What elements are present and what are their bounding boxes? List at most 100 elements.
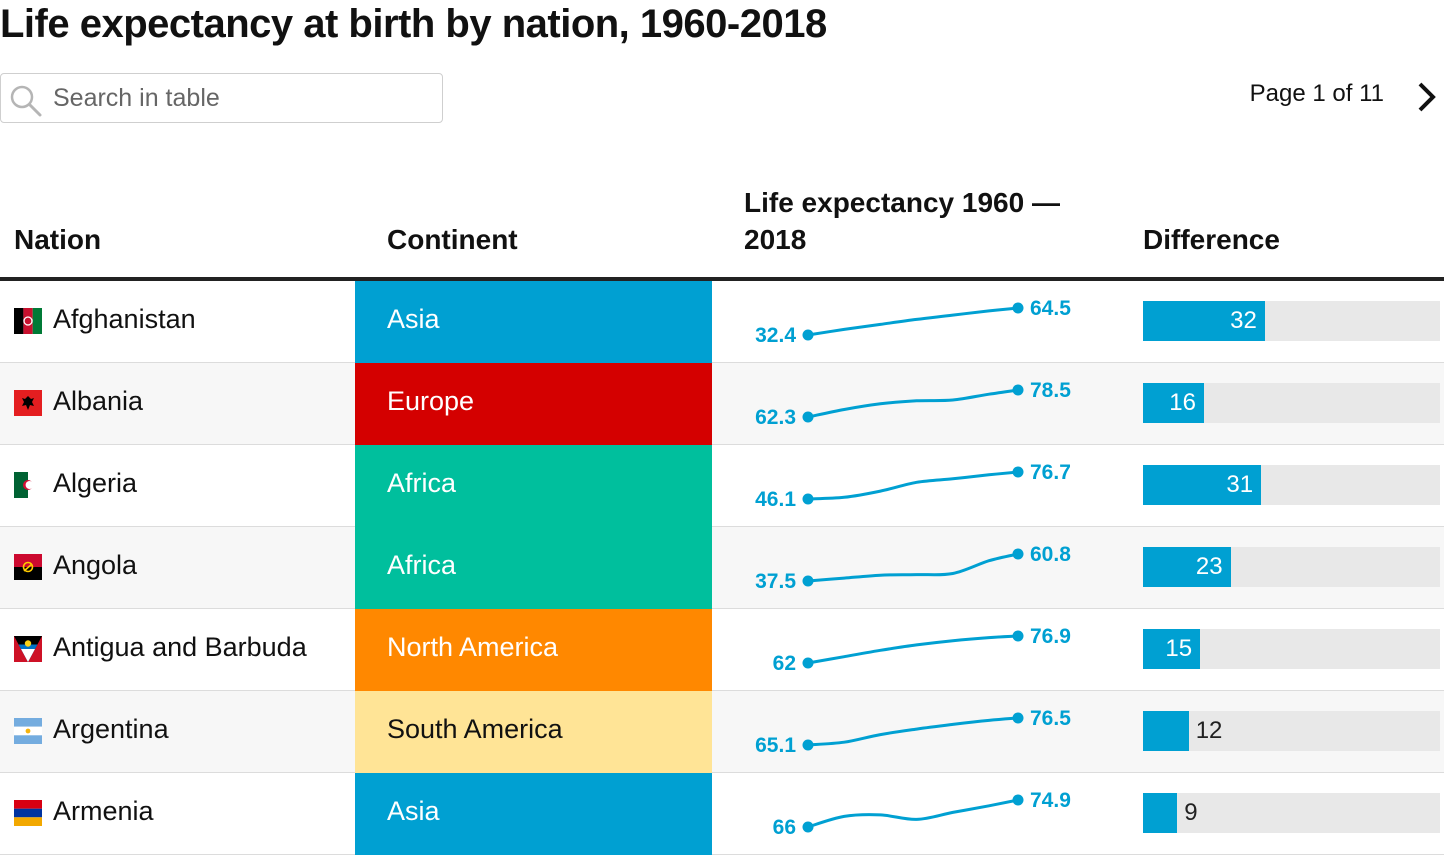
difference-bar-track: 9 (1143, 793, 1440, 833)
sparkline: 65.1 76.5 (755, 707, 1071, 757)
pagination: Page 1 of 11 (1144, 74, 1444, 118)
nation-name: Antigua and Barbuda (53, 632, 307, 662)
difference-bar (1143, 711, 1189, 751)
continent-label: Africa (387, 550, 457, 580)
difference-label: 16 (1169, 389, 1196, 416)
difference-bar (1143, 301, 1265, 341)
table-row: Afghanistan Asia 32.4 64.5 32 (0, 281, 1444, 363)
page-title: Life expectancy at birth by nation, 1960… (0, 2, 827, 46)
difference-bar (1143, 629, 1201, 669)
flag-icon (14, 636, 42, 662)
sparkline-end-point (1012, 302, 1024, 314)
flag-icon (14, 472, 42, 498)
sparkline-start-label: 62.3 (755, 406, 796, 429)
nation-name: Afghanistan (53, 304, 196, 334)
difference-label: 9 (1184, 799, 1198, 826)
sparkline-series (806, 306, 1020, 337)
sparkline-start-label: 32.4 (755, 324, 796, 347)
page-indicator: Page 1 of 11 (1249, 80, 1384, 107)
sparkline-end-point (1012, 466, 1024, 478)
table-row: Angola Africa 37.5 60.8 23 (0, 527, 1444, 609)
continent-label: South America (387, 714, 563, 744)
sparkline: 46.1 76.7 (755, 461, 1071, 511)
sparkline-end-label: 64.5 (1030, 297, 1071, 320)
sparkline-start-point (802, 329, 814, 341)
sparkline-series (806, 470, 1020, 501)
continent-cell: North America (355, 609, 712, 691)
search-icon (10, 85, 42, 117)
search-input[interactable] (53, 80, 433, 116)
sparkline-start-point (802, 739, 814, 751)
flag-icon (14, 308, 42, 334)
flag-icon (14, 718, 42, 744)
difference-bar-track: 15 (1143, 629, 1440, 669)
difference-label: 23 (1195, 553, 1223, 580)
table-body: Afghanistan Asia 32.4 64.5 32 Albania Europe 62… (0, 281, 1444, 855)
flag-icon (14, 800, 42, 826)
table-row: Armenia Asia 66 74.9 9 (0, 773, 1444, 855)
sparkline: 62 76.9 (773, 625, 1071, 675)
difference-bar-track: 12 (1143, 711, 1440, 751)
column-header-life-expectancy-line2: 2018 (744, 224, 807, 255)
continent-label: North America (387, 632, 559, 662)
table-row: Albania Europe 62.3 78.5 16 (0, 363, 1444, 445)
column-header-life-expectancy[interactable]: Life expectancy 1960 — 2018 (744, 184, 1060, 258)
sparkline: 32.4 64.5 (755, 297, 1071, 347)
chevron-right-icon[interactable] (1414, 80, 1438, 114)
sparkline-end-point (1012, 712, 1024, 724)
table-row: Argentina South America 65.1 76.5 12 (0, 691, 1444, 773)
difference-bar (1143, 793, 1178, 833)
sparkline-end-label: 76.9 (1030, 625, 1071, 648)
sparkline-start-label: 65.1 (755, 734, 796, 757)
column-header-nation[interactable]: Nation (14, 224, 102, 255)
sparkline-end-label: 60.8 (1030, 543, 1071, 566)
continent-label: Africa (387, 468, 457, 498)
sparkline-end-label: 74.9 (1030, 789, 1071, 812)
sparkline-series (806, 634, 1020, 665)
sparkline-series (806, 798, 1020, 829)
sparkline-start-point (802, 657, 814, 669)
sparkline-start-point (802, 821, 814, 833)
sparkline-start-label: 37.5 (755, 570, 796, 593)
column-header-difference[interactable]: Difference (1143, 224, 1280, 255)
sparkline-start-label: 66 (773, 816, 796, 839)
column-header-life-expectancy-line1: Life expectancy 1960 — (744, 187, 1060, 218)
sparkline-end-label: 76.7 (1030, 461, 1071, 484)
difference-bar (1143, 547, 1231, 587)
continent-cell: Asia (355, 281, 712, 363)
flag-icon (14, 554, 42, 580)
continent-cell: Europe (355, 363, 712, 445)
sparkline-end-point (1012, 794, 1024, 806)
nation-name: Argentina (53, 714, 169, 744)
sparkline: 62.3 78.5 (755, 379, 1071, 429)
sparkline-series (806, 716, 1020, 747)
sparkline-series (806, 552, 1020, 583)
nation-name: Algeria (53, 468, 138, 498)
difference-bar-track: 31 (1143, 465, 1440, 505)
sparkline-series (806, 388, 1020, 419)
sparkline-start-label: 62 (773, 652, 796, 675)
column-header-continent[interactable]: Continent (387, 224, 518, 255)
sparkline: 37.5 60.8 (755, 543, 1071, 593)
sparkline-end-point (1012, 548, 1024, 560)
difference-bar-track: 23 (1143, 547, 1440, 587)
sparkline-start-point (802, 575, 814, 587)
sparkline: 66 74.9 (773, 789, 1071, 839)
continent-cell: Africa (355, 527, 712, 609)
difference-label: 15 (1165, 635, 1193, 662)
difference-label: 31 (1226, 471, 1254, 498)
table-row: Algeria Africa 46.1 76.7 31 (0, 445, 1444, 527)
difference-bar (1143, 465, 1262, 505)
table-row: Antigua and Barbuda North America 62 76.9 15 (0, 609, 1444, 691)
nation-name: Angola (53, 550, 138, 580)
difference-bar-track: 32 (1143, 301, 1440, 341)
difference-label: 32 (1230, 307, 1257, 334)
flag-icon (14, 390, 42, 416)
difference-label: 12 (1195, 717, 1223, 744)
continent-label: Europe (387, 386, 475, 416)
difference-bar (1143, 383, 1204, 423)
sparkline-start-point (802, 411, 814, 423)
search-box[interactable] (0, 73, 443, 123)
sparkline-start-label: 46.1 (755, 488, 796, 511)
sparkline-end-label: 78.5 (1030, 379, 1071, 402)
